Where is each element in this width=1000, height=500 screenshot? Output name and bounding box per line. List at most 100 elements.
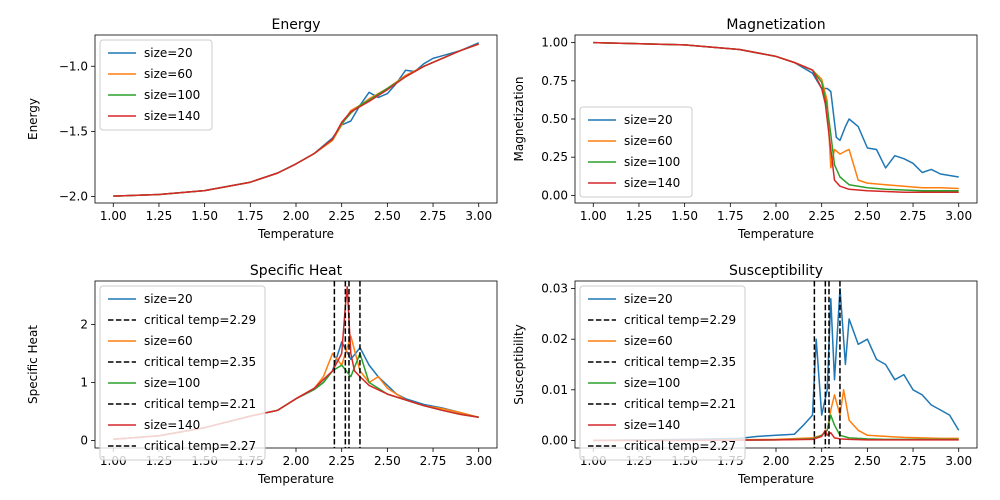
series-line-size-140	[593, 429, 959, 442]
legend-label: size=140	[144, 418, 200, 432]
chart-title: Susceptibility	[729, 263, 823, 279]
legend-label: size=60	[624, 134, 673, 148]
legend-box	[579, 106, 693, 198]
legend-box	[579, 285, 746, 461]
legend-label: critical temp=2.35	[144, 355, 256, 369]
axes-frame	[94, 280, 498, 449]
x-tick-label: 1.00	[580, 209, 607, 223]
x-tick-label: 2.25	[808, 209, 835, 223]
legend: size=20 critical temp=2.29 size=60 critical…	[579, 285, 746, 461]
y-tick-label: 0.00	[541, 433, 568, 447]
x-tick-label: 2.75	[420, 454, 447, 468]
y-tick-label: 0.00	[541, 188, 568, 202]
x-tick-label: 3.00	[945, 454, 972, 468]
legend-label: size=20	[624, 292, 673, 306]
legend-label: critical temp=2.35	[624, 355, 736, 369]
legend-label: critical temp=2.29	[624, 313, 736, 327]
y-tick-label: 2	[80, 317, 88, 331]
x-tick-label: 2.50	[374, 209, 401, 223]
x-tick-label: 3.00	[945, 209, 972, 223]
chart-title: Magnetization	[726, 17, 825, 33]
x-tick-label: 1.75	[237, 209, 264, 223]
x-tick-label: 2.75	[420, 209, 447, 223]
legend-label: size=20	[144, 292, 193, 306]
x-tick-label: 3.00	[465, 209, 492, 223]
legend-label: size=100	[144, 376, 200, 390]
legend-label: critical temp=2.21	[624, 397, 736, 411]
legend-label: size=20	[144, 46, 193, 60]
x-tick-label: 2.75	[900, 454, 927, 468]
legend-label: size=20	[624, 113, 673, 127]
plot-area	[593, 281, 960, 448]
legend-label: size=140	[144, 109, 200, 123]
legend: size=20 critical temp=2.29 size=60 critical…	[99, 285, 266, 461]
legend-label: critical temp=2.29	[144, 313, 256, 327]
axes-frame	[574, 34, 978, 204]
y-tick-label: 0.02	[541, 332, 568, 346]
series-line-size-140	[593, 41, 959, 194]
y-tick-label: 0.25	[541, 150, 568, 164]
series-line-size-140	[113, 43, 479, 197]
plot-area	[113, 42, 479, 197]
series-line-size-20	[593, 287, 960, 442]
y-axis-label: Magnetization	[512, 77, 526, 162]
x-tick-label: 2.00	[283, 209, 310, 223]
x-tick-label: 1.75	[717, 209, 744, 223]
legend: size=20 size=60 size=100 size=140	[579, 106, 693, 198]
x-axis-label: Temperature	[737, 472, 814, 486]
y-axis-label: Energy	[26, 98, 40, 140]
legend-label: size=60	[144, 67, 193, 81]
x-tick-label: 1.50	[191, 209, 218, 223]
x-axis-label: Temperature	[257, 472, 334, 486]
axes-frame	[574, 280, 978, 449]
legend-label: size=100	[624, 155, 680, 169]
axes-frame	[94, 34, 498, 204]
series-line-size-60	[593, 389, 959, 442]
x-tick-label: 1.25	[626, 209, 653, 223]
x-tick-label: 2.50	[374, 454, 401, 468]
y-tick-label: 0.50	[541, 112, 568, 126]
legend-label: size=140	[624, 176, 680, 190]
y-tick-label: −2.0	[59, 189, 88, 203]
legend-label: size=60	[624, 334, 673, 348]
legend-label: critical temp=2.21	[144, 397, 256, 411]
x-tick-label: 2.75	[900, 209, 927, 223]
x-axis-label: Temperature	[257, 227, 334, 241]
x-tick-label: 2.00	[763, 209, 790, 223]
legend-label: critical temp=2.27	[144, 439, 256, 453]
y-tick-label: 0.75	[541, 74, 568, 88]
x-axis-label: Temperature	[737, 227, 814, 241]
legend-label: size=100	[624, 376, 680, 390]
y-axis-label: Susceptibility	[512, 324, 526, 405]
x-tick-label: 2.50	[854, 454, 881, 468]
y-tick-label: −1.5	[59, 124, 88, 138]
y-tick-label: 1.00	[541, 36, 568, 50]
subplot-magnetization: Magnetization Temperature Magnetization 1.0…	[512, 17, 978, 241]
x-tick-label: 2.25	[328, 209, 355, 223]
x-tick-label: 2.00	[763, 454, 790, 468]
x-tick-label: 1.50	[671, 209, 698, 223]
y-tick-label: 0.03	[541, 282, 568, 296]
legend-label: size=100	[144, 88, 200, 102]
legend-label: size=60	[144, 334, 193, 348]
x-tick-label: 1.00	[100, 209, 127, 223]
y-axis-label: Specific Heat	[26, 325, 40, 404]
y-tick-label: −1.0	[59, 59, 88, 73]
y-tick-label: 0.01	[541, 383, 568, 397]
chart-title: Energy	[271, 17, 320, 33]
subplot-susceptibility: SusceptibilityTemperatureSusceptibility1…	[512, 263, 978, 486]
legend-label: critical temp=2.27	[624, 439, 736, 453]
y-tick-label: 0	[80, 433, 88, 447]
x-tick-label: 2.25	[328, 454, 355, 468]
x-tick-label: 2.50	[854, 209, 881, 223]
chart-title: Specific Heat	[250, 263, 343, 279]
legend-box	[99, 39, 213, 131]
legend-label: size=140	[624, 418, 680, 432]
x-tick-label: 2.25	[808, 454, 835, 468]
subplot-energy: Energy Temperature Energy 1.00 1.25 1.50 1.75 2…	[26, 17, 498, 241]
legend-box	[99, 285, 266, 461]
x-tick-label: 3.00	[465, 454, 492, 468]
legend: size=20 size=60 size=100 size=140	[99, 39, 213, 131]
